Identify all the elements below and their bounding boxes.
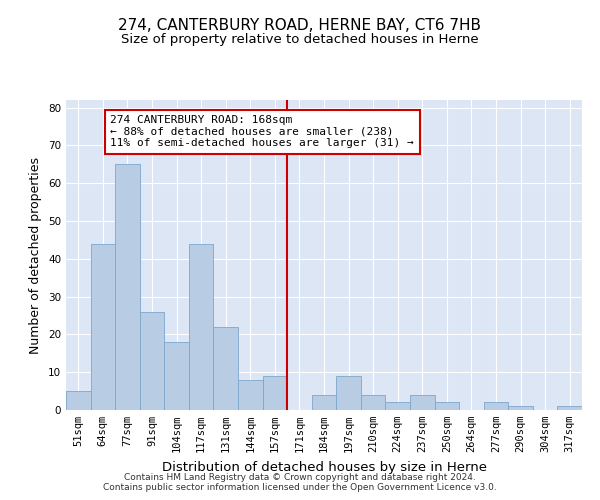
Bar — [312, 395, 336, 410]
Text: 274, CANTERBURY ROAD, HERNE BAY, CT6 7HB: 274, CANTERBURY ROAD, HERNE BAY, CT6 7HB — [119, 18, 482, 32]
Bar — [434, 402, 459, 410]
Text: Size of property relative to detached houses in Herne: Size of property relative to detached ho… — [121, 32, 479, 46]
Bar — [238, 380, 263, 410]
Bar — [361, 395, 385, 410]
Bar — [164, 342, 189, 410]
Bar — [115, 164, 140, 410]
Bar — [214, 327, 238, 410]
Bar — [336, 376, 361, 410]
Text: Contains HM Land Registry data © Crown copyright and database right 2024.: Contains HM Land Registry data © Crown c… — [124, 473, 476, 482]
Y-axis label: Number of detached properties: Number of detached properties — [29, 156, 43, 354]
Bar — [263, 376, 287, 410]
Bar — [91, 244, 115, 410]
Bar — [385, 402, 410, 410]
Bar — [410, 395, 434, 410]
Bar — [140, 312, 164, 410]
Text: Contains public sector information licensed under the Open Government Licence v3: Contains public sector information licen… — [103, 483, 497, 492]
Bar — [189, 244, 214, 410]
Bar — [66, 391, 91, 410]
Bar — [484, 402, 508, 410]
Bar — [557, 406, 582, 410]
X-axis label: Distribution of detached houses by size in Herne: Distribution of detached houses by size … — [161, 460, 487, 473]
Bar — [508, 406, 533, 410]
Text: 274 CANTERBURY ROAD: 168sqm
← 88% of detached houses are smaller (238)
11% of se: 274 CANTERBURY ROAD: 168sqm ← 88% of det… — [110, 115, 414, 148]
